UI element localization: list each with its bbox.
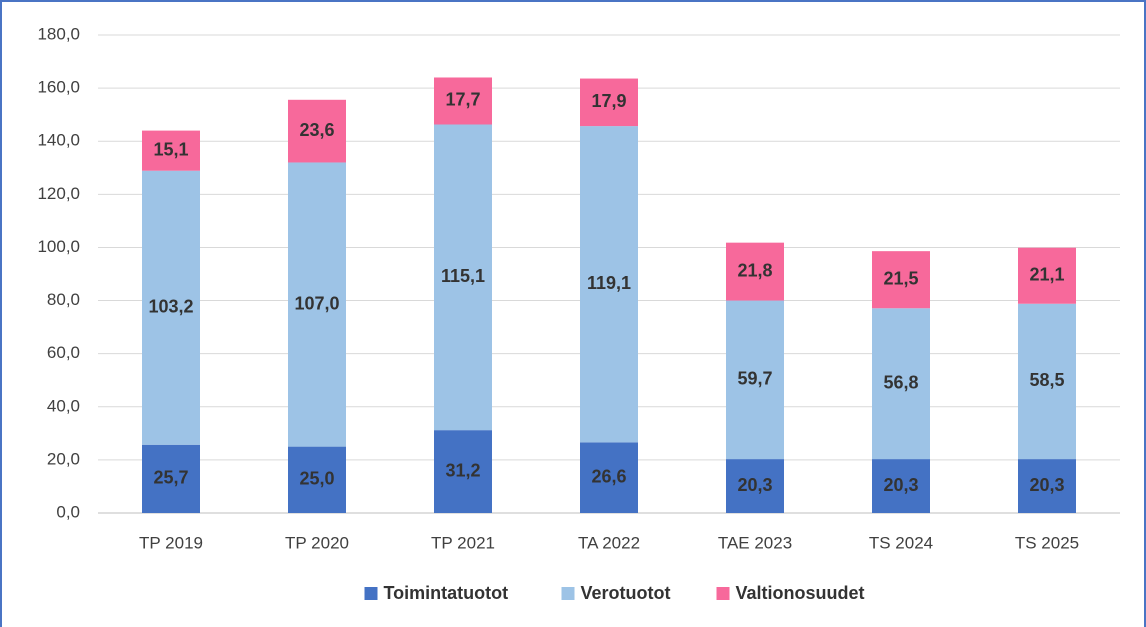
legend-swatch	[716, 587, 730, 600]
bar-segment	[872, 308, 930, 460]
bar-segment	[872, 459, 930, 513]
y-tick-label: 120,0	[37, 184, 80, 203]
data-label: 56,8	[883, 372, 918, 392]
data-label: 20,3	[1029, 475, 1064, 495]
bar-segment	[142, 170, 200, 445]
bar-segment	[1018, 459, 1076, 513]
data-label: 17,7	[445, 90, 480, 110]
legend-label: Valtionosuudet	[736, 583, 865, 603]
data-label: 21,8	[737, 260, 772, 280]
bar-segment	[434, 430, 492, 513]
y-tick-label: 100,0	[37, 237, 80, 256]
data-label: 20,3	[883, 475, 918, 495]
data-label: 115,1	[441, 266, 485, 286]
data-label: 31,2	[445, 460, 480, 480]
bar-segment	[580, 126, 638, 443]
x-tick-label: TA 2022	[578, 533, 640, 552]
bar-segment	[1018, 303, 1076, 460]
y-tick-label: 140,0	[37, 131, 80, 150]
bar-segment	[434, 77, 492, 125]
data-label: 103,2	[148, 296, 193, 316]
bar-segment	[726, 459, 784, 513]
legend-label: Verotuotot	[581, 583, 671, 603]
bar-segment	[288, 162, 346, 447]
data-label: 119,1	[587, 273, 631, 293]
data-label: 25,7	[153, 468, 188, 488]
y-tick-label: 180,0	[37, 24, 80, 43]
y-tick-label: 60,0	[47, 343, 80, 362]
bar-segment	[726, 300, 784, 460]
data-label: 17,9	[591, 91, 626, 111]
legend-swatch	[561, 587, 575, 600]
legend-swatch	[364, 587, 378, 600]
x-tick-label: TS 2025	[1015, 533, 1079, 552]
y-tick-label: 40,0	[47, 396, 80, 415]
bar-segment	[434, 124, 492, 431]
x-tick-label: TS 2024	[869, 533, 933, 552]
bar-segment	[726, 242, 784, 301]
x-tick-label: TP 2021	[431, 533, 495, 552]
data-label: 20,3	[737, 475, 772, 495]
y-tick-label: 160,0	[37, 78, 80, 97]
bar-segment	[288, 446, 346, 513]
bar-segment	[580, 78, 638, 127]
y-tick-label: 0,0	[56, 502, 80, 521]
bar-segment	[872, 251, 930, 309]
data-label: 107,0	[294, 293, 339, 313]
y-tick-label: 20,0	[47, 449, 80, 468]
bar-segment	[288, 99, 346, 163]
x-tick-label: TP 2019	[139, 533, 203, 552]
bar-segment	[580, 442, 638, 513]
bar-segment	[1018, 247, 1076, 304]
data-label: 23,6	[299, 120, 334, 140]
data-label: 21,1	[1029, 264, 1064, 284]
data-label: 58,5	[1029, 370, 1064, 390]
x-tick-label: TAE 2023	[718, 533, 792, 552]
bar-segment	[142, 444, 200, 513]
data-label: 59,7	[737, 369, 772, 389]
x-tick-label: TP 2020	[285, 533, 349, 552]
data-label: 21,5	[883, 268, 918, 288]
data-label: 25,0	[299, 469, 334, 489]
data-label: 26,6	[591, 466, 626, 486]
bar-segment	[142, 130, 200, 171]
y-tick-label: 80,0	[47, 290, 80, 309]
data-label: 15,1	[153, 139, 188, 159]
legend-label: Toimintatuotot	[384, 583, 509, 603]
